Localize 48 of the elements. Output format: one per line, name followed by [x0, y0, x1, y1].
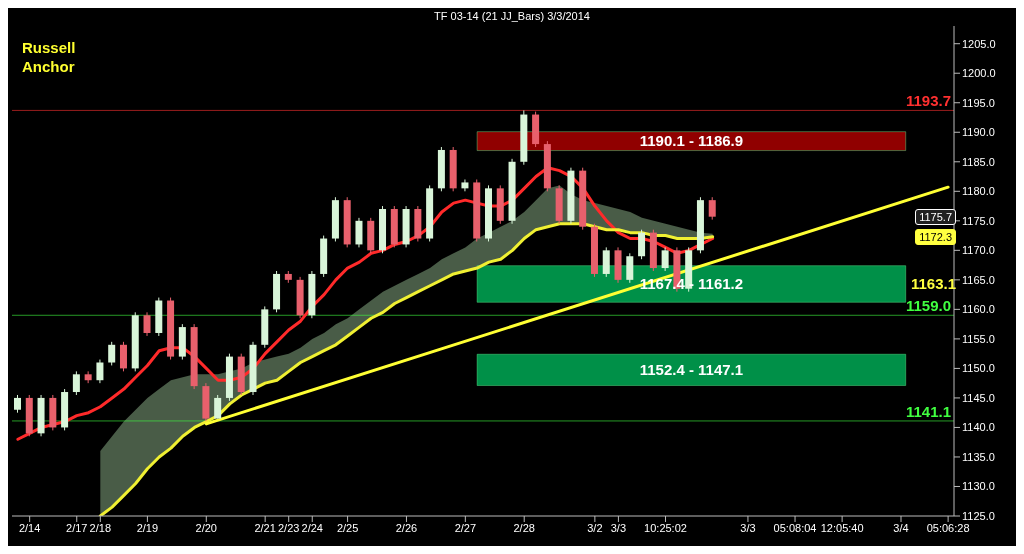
- x-tick-label: 2/18: [89, 521, 112, 534]
- y-tick-label: 1190.0: [962, 126, 995, 139]
- y-tick-label: 1125.0: [962, 509, 995, 522]
- y-tick-label: 1150.0: [962, 362, 995, 375]
- x-tick-label: 2/19: [136, 521, 159, 534]
- y-tick-label: 1200.0: [962, 67, 996, 80]
- x-tick-label: 2/14: [18, 521, 41, 534]
- x-tick-label: 10:25:02: [644, 521, 687, 534]
- y-tick-label: 1165.0: [962, 273, 995, 286]
- x-tick-label: 2/17: [66, 521, 88, 534]
- ref-line-label: 1159.0: [905, 297, 951, 315]
- x-tick-label: 2/20: [195, 521, 217, 534]
- annotation: Russell: [22, 38, 76, 57]
- y-tick-label: 1180.0: [962, 185, 995, 198]
- ref-line-label: 1193.7: [905, 92, 951, 110]
- x-tick-label: 2/24: [301, 521, 323, 534]
- y-tick-label: 1140.0: [962, 421, 995, 434]
- x-tick-label: 3/2: [587, 521, 603, 534]
- x-tick-label: 2/27: [454, 521, 477, 534]
- ref-line-label: 1141.1: [905, 402, 951, 420]
- x-tick-label: 3/3: [740, 521, 756, 534]
- y-tick-label: 1160.0: [962, 303, 995, 316]
- y-tick-label: 1175.0: [962, 214, 995, 227]
- annotation: 1163.1: [910, 275, 956, 293]
- band-label: 1190.1 - 1186.9: [639, 132, 744, 150]
- y-tick-label: 1205.0: [962, 37, 996, 50]
- x-tick-label: 05:06:28: [926, 521, 970, 534]
- y-tick-label: 1145.0: [962, 391, 995, 404]
- y-tick-label: 1135.0: [962, 450, 995, 463]
- band-label: 1152.4 - 1147.1: [639, 361, 744, 379]
- y-tick-label: 1130.0: [962, 480, 995, 493]
- x-tick-label: 2/21: [254, 521, 276, 534]
- annotation: Anchor: [22, 57, 76, 76]
- y-tick-label: 1155.0: [962, 332, 995, 345]
- x-tick-label: 2/25: [336, 521, 359, 534]
- x-tick-label: 3/4: [893, 521, 909, 534]
- x-tick-label: 05:08:04: [773, 521, 817, 534]
- x-tick-label: 2/23: [278, 521, 300, 534]
- x-tick-label: 2/26: [395, 521, 418, 534]
- y-tick-label: 1170.0: [962, 244, 995, 257]
- annotation: 1172.3: [915, 229, 956, 245]
- x-tick-label: 12:05:40: [820, 521, 864, 534]
- x-tick-label: 3/3: [610, 521, 627, 534]
- x-tick-label: 2/28: [513, 521, 535, 534]
- annotation: 1175.7: [915, 209, 956, 225]
- y-tick-label: 1195.0: [962, 96, 995, 109]
- chart-title: TF 03-14 (21 JJ_Bars) 3/3/2014: [433, 10, 591, 22]
- y-tick-label: 1185.0: [962, 155, 995, 168]
